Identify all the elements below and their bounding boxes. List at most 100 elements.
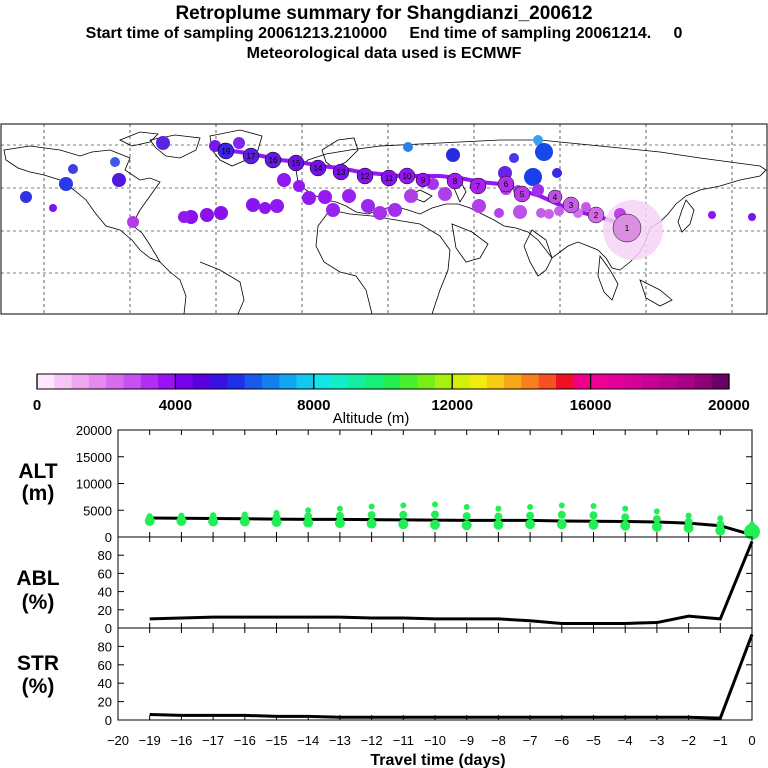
colorbar-cell (625, 374, 643, 389)
plume-point-label: 11 (385, 174, 394, 183)
plume-point-label: 6 (504, 180, 509, 189)
altitude-spread-marker (398, 519, 409, 530)
x-tick-label: −3 (649, 733, 664, 748)
colorbar-cell (504, 374, 522, 389)
plume-particle (581, 202, 591, 212)
altitude-spread-marker (335, 511, 344, 520)
x-tick-label: −6 (554, 733, 569, 748)
x-tick-label: −1 (713, 733, 728, 748)
colorbar-tick-label: 8000 (297, 397, 330, 414)
colorbar-cells (37, 374, 730, 389)
plume-point-label: 2 (594, 211, 599, 220)
colorbar-cell (261, 374, 280, 389)
panel-label: ALT (18, 460, 57, 483)
colorbar-cell (365, 374, 384, 389)
colorbar-cell (210, 374, 228, 389)
colorbar-cell (642, 374, 661, 389)
colorbar-cell (54, 374, 73, 389)
panel-unit: (%) (22, 591, 55, 614)
altitude-spread-marker (494, 512, 503, 521)
panel-unit: (m) (22, 482, 55, 505)
altitude-spread-marker (495, 505, 502, 512)
colorbar-cell (607, 374, 626, 389)
colorbar-cell (417, 374, 436, 389)
altitude-spread-marker (305, 507, 312, 514)
colorbar-tick-label: 12000 (431, 397, 473, 414)
x-tick-label: −16 (170, 733, 192, 748)
colorbar-cell (711, 374, 730, 389)
plume-particle (178, 211, 190, 223)
x-tick-label: −20 (107, 733, 129, 748)
y-tick-label: 0 (105, 530, 112, 545)
colorbar-tick-label: 16000 (570, 397, 612, 414)
plume-point-label: 14 (314, 164, 323, 173)
altitude-spread-marker (272, 513, 281, 522)
altitude-spread-marker (589, 511, 598, 520)
altitude-spread-marker (461, 520, 472, 531)
colorbar-cell (279, 374, 297, 389)
altitude-spread-marker (558, 502, 565, 509)
plume-particle (554, 206, 564, 216)
plume-point-label: 16 (269, 156, 278, 165)
series-line-abl (149, 540, 754, 625)
x-tick-label: −2 (681, 733, 696, 748)
x-tick-label: −17 (202, 733, 224, 748)
y-tick-label: 60 (98, 566, 112, 581)
plume-point-marker (242, 147, 260, 165)
plume-point-label: 9 (421, 176, 426, 185)
plume-particle (361, 199, 375, 213)
x-tick-label: −10 (424, 733, 446, 748)
colorbar-cell (590, 374, 609, 389)
y-tick-label: 5000 (83, 503, 112, 518)
plume-point-marker (612, 213, 642, 243)
colorbar-cell (434, 374, 453, 389)
colorbar-cell (37, 374, 55, 389)
altitude-spread-marker (336, 505, 343, 512)
altitude-spread-marker (432, 501, 438, 508)
x-tick-label: −11 (393, 733, 414, 748)
x-tick-label: 0 (748, 733, 755, 748)
altitude-spread-marker (366, 518, 377, 529)
colorbar-cell (296, 374, 315, 389)
x-tick-label: −5 (586, 733, 601, 748)
colorbar-cell (400, 374, 419, 389)
plume-point-label: 5 (520, 190, 525, 199)
plume-point-marker (287, 154, 305, 172)
x-tick-label: −19 (139, 733, 161, 748)
plume-particle (544, 209, 554, 219)
colorbar-cell (88, 374, 107, 389)
altitude-spread-marker (590, 502, 597, 509)
plume-particle (326, 203, 340, 217)
panel-label: ABL (16, 567, 59, 590)
plume-particle (259, 202, 271, 214)
plume-particle (110, 157, 120, 167)
altitude-spread-marker (527, 504, 534, 511)
plume-particle (552, 168, 562, 178)
panel-alt: 0 5000 10000 15000 20000 ALT(m) (18, 423, 760, 545)
x-tick-label: −12 (361, 733, 383, 748)
altitude-spread-marker (400, 502, 407, 509)
series-line-alt (149, 516, 753, 537)
plume-point-marker (562, 196, 580, 214)
altitude-spread-marker (621, 513, 630, 522)
plume-particle (214, 206, 228, 220)
altitude-spread-marker (304, 512, 313, 521)
plume-particle (513, 205, 527, 219)
colorbar-tick-label: 0 (33, 397, 41, 414)
plume-point-label: 15 (292, 159, 301, 168)
altitude-spread-marker (526, 511, 535, 520)
plume-particle (388, 203, 402, 217)
altitude-spread-marker (652, 515, 661, 524)
colorbar-cell (106, 374, 124, 389)
x-tick-label: −13 (329, 733, 351, 748)
plume-particle (318, 190, 332, 204)
altitude-spread-marker (178, 512, 185, 519)
met-data-line: Meteorological data used is ECMWF (246, 45, 522, 62)
plume-particle (233, 137, 245, 149)
plume-particle (68, 164, 78, 174)
altitude-spread-marker (716, 520, 725, 529)
chart-title: Retroplume summary for Shangdianzi_20061… (175, 3, 593, 24)
colorbar-cell (538, 374, 557, 389)
altitude-spread-marker (241, 511, 248, 518)
colorbar-cell (486, 374, 505, 389)
